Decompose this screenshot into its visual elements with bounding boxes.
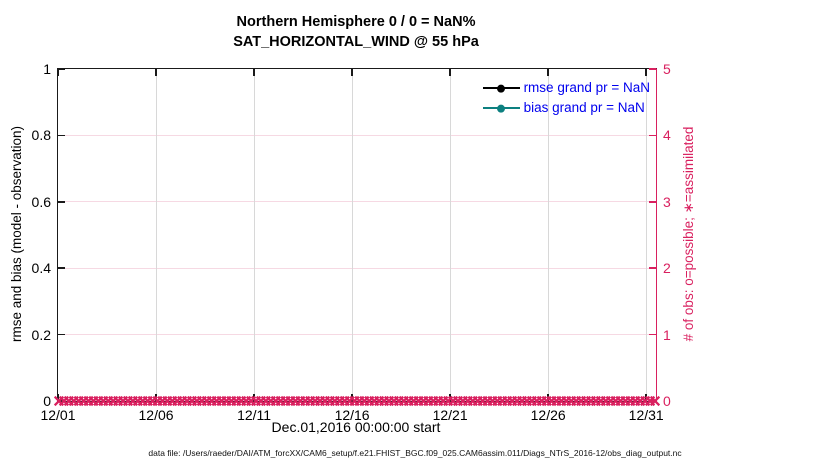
y-tick-left [58,134,65,137]
y-tick-right [649,267,656,269]
y-tick-right [649,400,656,402]
x-tick-top [155,69,157,76]
v-gridline [351,69,353,401]
y-axis-label-left: rmse and bias (model - observation) [9,125,24,343]
y-tick-label-left: 0.4 [31,260,51,277]
y-tick-left [58,68,65,70]
y-tick-label-left: 1 [43,61,51,77]
obs-count-marker-band [53,395,661,407]
y-tick-label-left: 0 [43,393,51,409]
y-tick-left [58,267,65,269]
y-tick-label-right: 5 [663,61,671,77]
x-tick-label: 12/26 [530,407,566,423]
y-tick-right [649,333,656,336]
y-tick-left [58,201,65,203]
plot-area: 0 0.2 0.4 0.6 0.8 1 0 1 2 3 4 5 12/01 12/06 12/11 12/16… [32,61,671,423]
legend-label: rmse grand pr = NaN [523,80,650,95]
x-marker [649,395,661,407]
v-gridline [547,69,549,401]
y-tick-right [649,68,656,70]
y-tick-label-right: 4 [663,127,671,144]
legend-row: rmse grand pr = NaN [482,79,650,96]
x-tick-label: 12/11 [237,407,272,423]
legend-label: bias grand pr = NaN [523,100,645,115]
h-gridline [58,201,656,203]
y-tick-label-right: 1 [663,326,671,343]
legend-dot-marker [497,84,506,93]
legend-line-marker [482,104,520,113]
v-gridline [155,69,157,401]
y-axis-label-right: # of obs: o=possible; ∗=assimilated [681,126,696,342]
legend-dot-marker [497,104,506,113]
x-tick-label: 12/16 [334,407,370,423]
chart-title: Northern Hemisphere 0 / 0 = NaN% SAT_HOR… [57,12,655,52]
y-tick-label-right: 3 [663,193,671,210]
x-tick-top [449,69,451,76]
x-tick-top [57,69,59,76]
x-tick-top [253,69,255,76]
x-axis-label: Dec.01,2016 00:00:00 start [271,419,441,435]
v-gridline [645,69,647,401]
y-tick-left [58,400,65,402]
legend-row: bias grand pr = NaN [482,99,650,116]
v-gridline [253,69,255,401]
x-tick-top [645,69,647,76]
legend-line-marker [482,84,520,93]
legend: rmse grand pr = NaN bias grand pr = NaN [482,79,650,116]
y-tick-label-left: 0.2 [31,326,51,343]
x-tick-label: 12/21 [432,407,468,423]
h-gridline [58,134,656,136]
h-gridline [58,267,656,269]
x-tick-bottom [57,394,59,401]
y-tick-label-right: 0 [663,393,671,409]
x-tick-top [351,69,353,76]
x-tick-top [547,69,549,76]
y-tick-right [649,134,656,137]
data-file-caption: data file: /Users/raeder/DAI/ATM_forcXX/… [148,448,682,458]
y-tick-left [58,333,65,336]
x-tick-label: 12/06 [138,407,174,423]
x-tick-label: 12/31 [628,407,664,423]
y-tick-label-left: 0.6 [31,193,51,210]
chart-title-line1: Northern Hemisphere 0 / 0 = NaN% [236,14,476,30]
h-gridline [58,334,656,336]
chart-title-line2: SAT_HORIZONTAL_WIND @ 55 hPa [233,34,479,50]
v-gridline [449,69,451,401]
y-tick-label-left: 0.8 [31,127,51,144]
y-tick-label-right: 2 [663,260,671,277]
x-tick-label: 12/01 [40,407,76,423]
y-tick-right [649,201,656,203]
